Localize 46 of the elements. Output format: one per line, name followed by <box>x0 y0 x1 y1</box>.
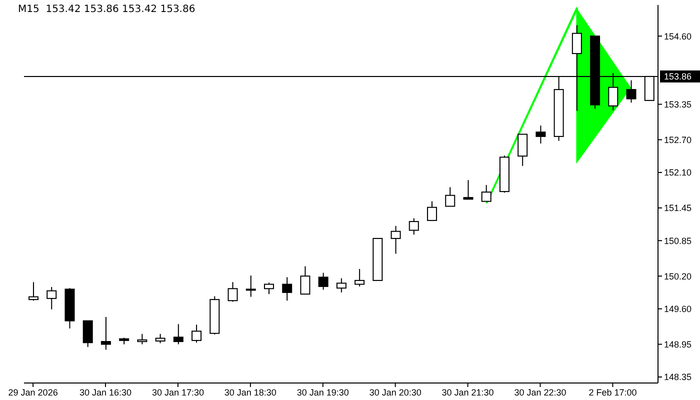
candlestick <box>192 324 202 344</box>
candlestick <box>264 282 274 295</box>
candlestick <box>28 282 38 302</box>
candlestick <box>228 282 238 302</box>
y-tick-label: 152.10 <box>664 168 692 178</box>
y-tick-label: 152.70 <box>664 134 692 145</box>
chart-title: M15 153.42 153.86 153.42 153.86 <box>18 4 196 15</box>
x-tick-label: 30 Jan 18:30 <box>224 387 276 398</box>
candlestick <box>427 200 438 221</box>
y-tick-label: 148.35 <box>664 372 692 382</box>
candlestick <box>82 320 93 348</box>
y-tick-label: 149.60 <box>664 304 692 314</box>
y-tick-label: 150.20 <box>664 271 692 282</box>
candlestick <box>282 276 292 302</box>
candlestick <box>100 316 111 350</box>
x-tick-label: 30 Jan 20:30 <box>369 387 422 398</box>
candlestick <box>246 275 256 298</box>
x-tick-label: 30 Jan 22:30 <box>514 387 566 398</box>
x-tick-label: 2 Feb 17:00 <box>588 387 637 398</box>
candlestick <box>536 125 546 144</box>
y-tick-label: 151.45 <box>664 203 692 214</box>
candlestick <box>300 266 310 295</box>
candlestick <box>390 225 401 254</box>
candlestick <box>408 218 419 236</box>
y-tick-label: 148.95 <box>664 339 692 350</box>
candlestick <box>481 184 492 202</box>
candlestick <box>336 278 346 293</box>
x-tick-label: 30 Jan 21:30 <box>442 387 494 398</box>
ref-line-label: 153.86 <box>664 72 692 82</box>
candlestick <box>155 333 166 344</box>
y-tick-label: 150.85 <box>664 236 692 246</box>
x-tick-label: 30 Jan 19:30 <box>296 387 349 398</box>
candlestick <box>626 80 636 104</box>
candlestick <box>463 180 474 200</box>
candlestick <box>318 272 328 290</box>
candlestick <box>518 134 528 166</box>
x-tick-label: 29 Jan 2026 <box>8 387 58 398</box>
candlestick <box>46 286 57 310</box>
y-tick-label: 153.35 <box>664 99 692 110</box>
x-tick-label: 30 Jan 17:30 <box>152 387 204 398</box>
candlestick <box>173 324 184 345</box>
candlestick <box>137 333 148 345</box>
candlestick <box>445 186 456 207</box>
x-tick-label: 30 Jan 16:30 <box>79 387 132 398</box>
y-tick-label: 154.60 <box>664 31 692 42</box>
candlestick <box>354 268 365 287</box>
